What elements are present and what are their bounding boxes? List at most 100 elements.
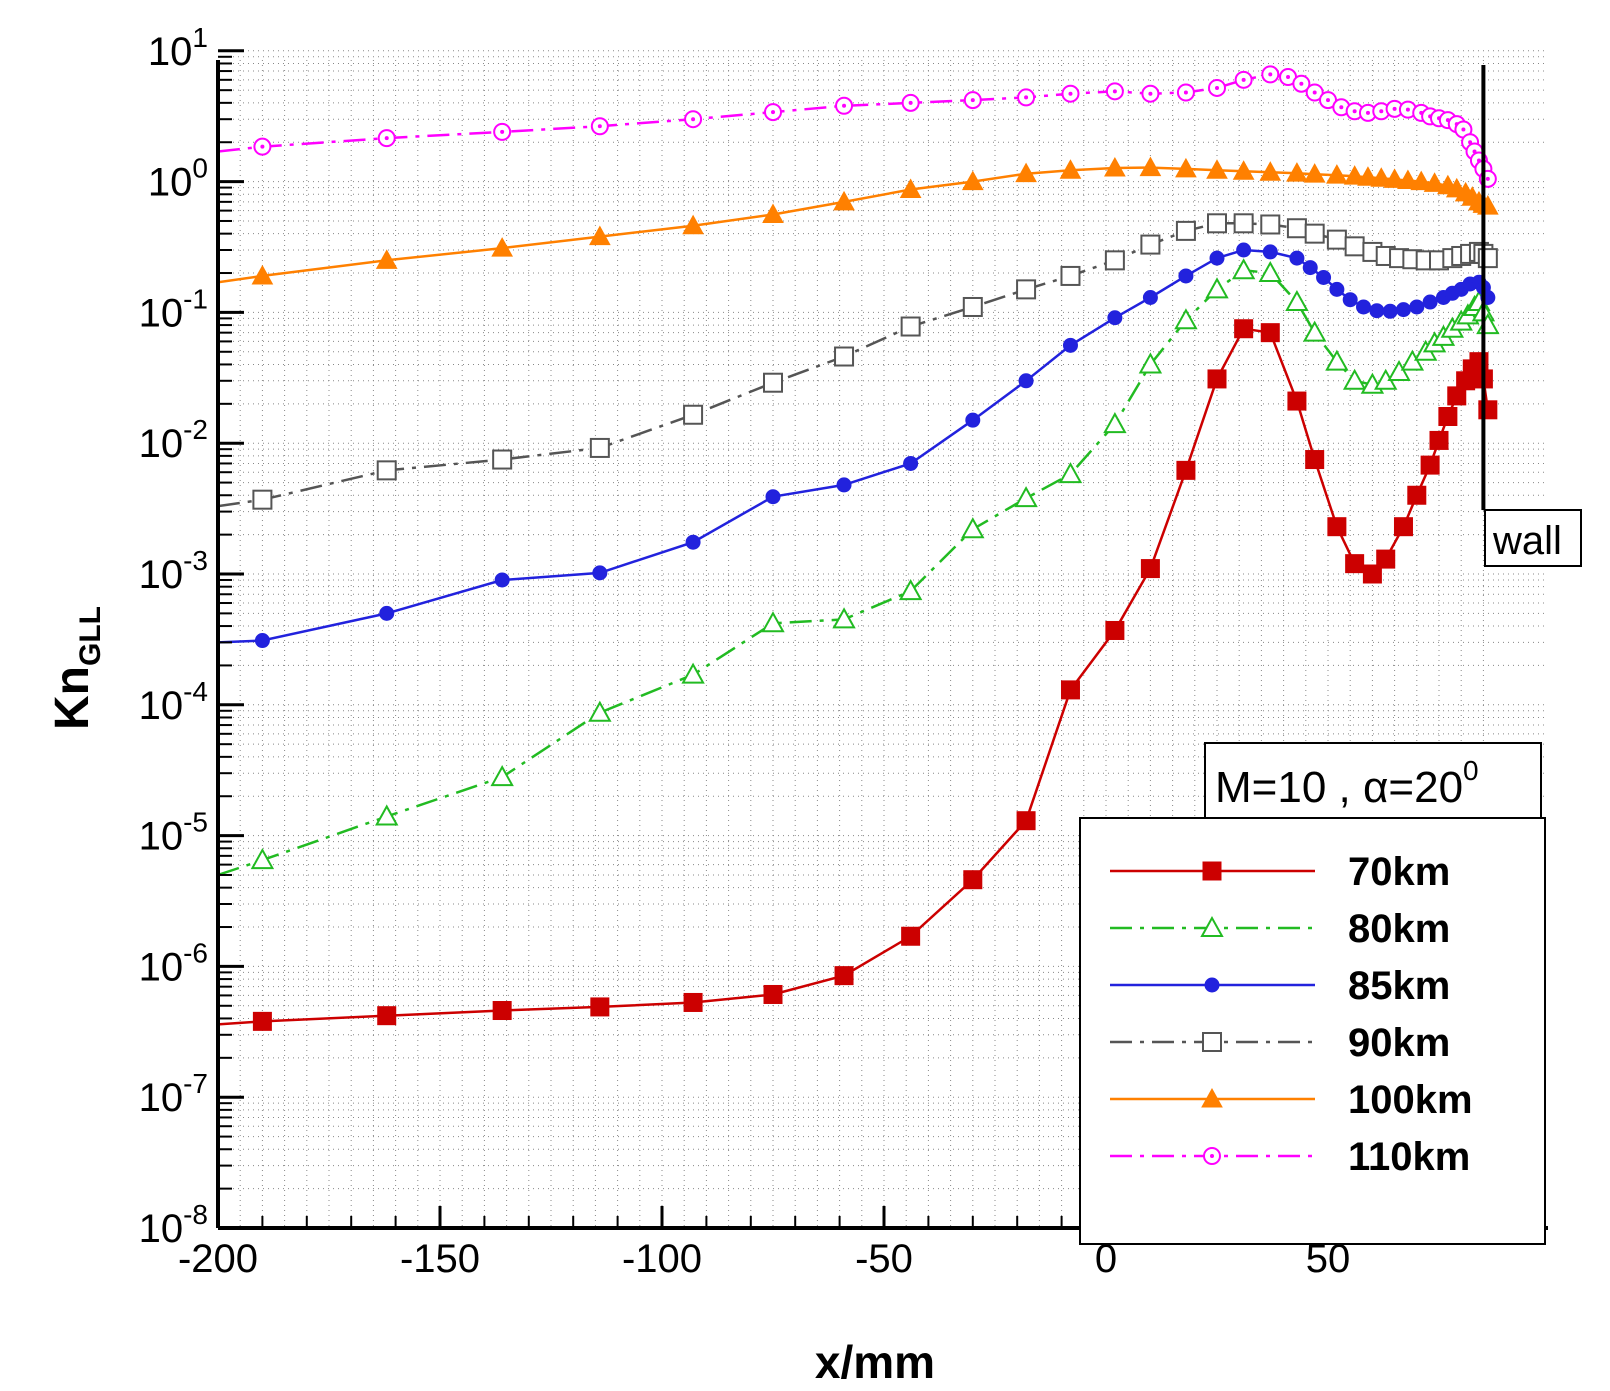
marker-circle [836,477,852,493]
condition-box [1204,742,1542,824]
x-tick-label: -100 [622,1237,702,1281]
marker-open-square [1260,214,1281,235]
marker-triangle [1059,159,1082,179]
marker-open-triangle [1200,915,1224,937]
marker-open-triangle [832,607,856,629]
y-axis-title-group: KnGLL [46,606,107,730]
y-tick-label: 10-7 [139,1068,208,1120]
marker-circle [685,534,701,550]
marker-open-circle [1358,103,1377,122]
marker-open-square [1304,223,1325,244]
legend-label: 70km [1348,850,1450,894]
marker-open-circle [1203,1147,1221,1165]
marker-triangle [1397,169,1419,189]
marker-open-triangle [1258,260,1282,283]
marker-circle [1178,268,1194,284]
marker-open-circle-dot [1461,127,1466,132]
wall-annotation: wall [1481,65,1582,567]
y-tick-label-base: 10 [139,684,184,728]
marker-circle [1395,302,1411,318]
marker-triangle [1175,157,1197,178]
marker-circle [592,565,608,581]
y-tick-label: 10-1 [139,283,208,335]
marker-open-circle-dot [1183,90,1188,95]
marker-triangle [1139,156,1162,177]
marker-triangle [1104,156,1126,177]
marker-square [1362,564,1382,584]
marker-open-triangle [1302,320,1327,342]
legend-item-80km: 80km [1110,907,1450,951]
marker-open-circle [253,137,272,156]
y-tick-label-exponent: -6 [183,937,208,968]
marker-open-circle-dot [1286,75,1291,80]
marker-circle [1289,250,1305,266]
marker-open-triangle [1058,462,1083,484]
marker-triangle [375,249,398,269]
marker-square [1393,517,1413,537]
y-axis-title-subscript: GLL [74,606,107,666]
legend-item-70km: 70km [1110,850,1450,894]
marker-triangle [961,170,984,191]
marker-square [1105,620,1125,640]
marker-open-triangle [1014,486,1038,508]
marker-circle [1329,281,1345,297]
marker-open-circle-dot [1392,106,1397,111]
marker-open-circle [963,91,982,110]
y-tick-label-base: 10 [139,1076,184,1120]
marker-open-triangle [898,579,923,601]
marker-open-square [1016,279,1037,300]
legend-item-110km: 110km [1110,1135,1470,1179]
y-tick-label: 10-5 [139,807,208,859]
marker-open-circle-dot [500,129,505,134]
marker-triangle [1201,1087,1223,1108]
marker-triangle [682,214,704,235]
marker-circle [1342,292,1358,308]
y-tick-label: 10-8 [139,1199,208,1251]
marker-triangle [1383,168,1406,188]
marker-open-circle-dot [1068,91,1073,96]
marker-open-triangle [681,662,705,684]
marker-square [1060,680,1080,700]
marker-open-triangle [1174,308,1198,330]
marker-square [1376,549,1396,569]
marker-triangle [1357,166,1379,186]
marker-triangle [1410,170,1433,191]
marker-open-circle [1208,78,1226,97]
marker-triangle [1206,159,1228,179]
marker-open-circle [1141,84,1160,103]
marker-open-circle [1292,74,1311,93]
marker-square [1287,391,1307,411]
marker-circle [1018,373,1034,389]
marker-open-circle-dot [597,124,602,129]
y-tick-label-exponent: -5 [183,807,208,838]
marker-open-circle-dot [842,103,847,108]
y-tick-label-exponent: -3 [183,545,208,576]
marker-circle [254,633,270,649]
marker-open-triangle [1342,368,1367,390]
x-axis-title-group: x/mm [815,1336,935,1388]
legend: 70km 80km 85km 90km 100km 110km [1079,817,1546,1245]
marker-open-triangle [1285,289,1309,312]
grid [218,50,1548,1229]
marker-square [377,1006,397,1026]
y-tick-label-exponent: -7 [183,1068,208,1099]
marker-open-square [1175,220,1196,241]
marker-open-square [962,296,983,317]
marker-open-circle-dot [771,110,775,115]
marker-triangle [1303,163,1326,183]
marker-triangle [491,237,514,257]
x-axis-title: x/mm [815,1336,935,1388]
marker-open-triangle [961,517,985,539]
marker-open-circle [835,96,854,115]
marker-open-circle [1234,70,1253,89]
marker-open-circle [1017,88,1036,107]
marker-square [1429,430,1449,450]
marker-open-circle-dot [1485,176,1490,181]
marker-open-square [834,346,855,367]
y-tick-label-exponent: -1 [183,283,208,314]
marker-open-triangle [1231,258,1256,280]
marker-open-square [492,449,513,470]
legend-item-100km: 100km [1110,1078,1473,1122]
marker-triangle [1015,162,1037,183]
